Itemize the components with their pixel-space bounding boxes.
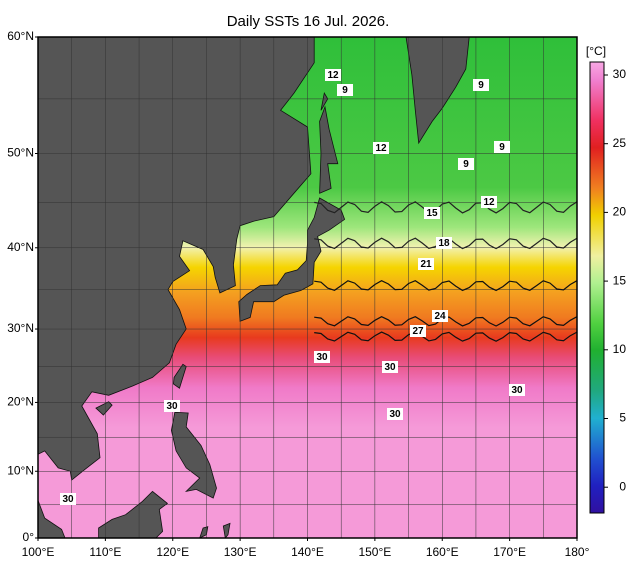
contour-label: 9	[499, 142, 505, 153]
contour-label: 18	[438, 238, 450, 249]
contour-label: 27	[412, 326, 424, 337]
contour-label: 12	[483, 197, 495, 208]
lon-label: 160°E	[426, 545, 459, 559]
landmass	[170, 411, 217, 499]
colorbar-label: 20	[613, 205, 627, 219]
contour-label-box	[509, 384, 525, 396]
contour-label: 30	[316, 352, 328, 363]
contour-label: 9	[342, 85, 348, 96]
lon-label: 120°E	[156, 545, 189, 559]
contour-label: 15	[426, 208, 438, 219]
lon-label: 140°E	[291, 545, 324, 559]
contour-label-box	[382, 361, 398, 373]
contour-label-box	[436, 237, 452, 249]
lat-label: 40°N	[7, 240, 34, 254]
contour-label: 30	[511, 385, 523, 396]
contour-label-box	[325, 69, 341, 81]
colorbar-label: 25	[613, 136, 627, 150]
contour-label-box	[60, 493, 76, 505]
lon-label: 150°E	[358, 545, 391, 559]
contour-label-box	[424, 207, 440, 219]
lat-label: 10°N	[7, 463, 34, 477]
contour-label-box	[164, 400, 180, 412]
contour-label: 9	[478, 80, 484, 91]
lon-label: 180°	[565, 545, 590, 559]
lat-label: 60°N	[7, 29, 34, 43]
colorbar-unit: [°C]	[586, 44, 606, 58]
landmass	[38, 37, 315, 538]
landmass	[95, 401, 113, 416]
contour-label-box	[387, 408, 403, 420]
landmass	[319, 105, 339, 194]
lon-label: 100°E	[22, 545, 55, 559]
colorbar-label: 15	[613, 273, 627, 287]
contour-label-box	[494, 141, 510, 153]
contour-label: 9	[463, 159, 469, 170]
colorbar-label: 30	[613, 67, 627, 81]
colorbar	[589, 61, 605, 514]
lon-label: 130°E	[224, 545, 257, 559]
contour-label-box	[432, 310, 448, 322]
contour-label-box	[373, 142, 389, 154]
contour-label-box	[410, 325, 426, 337]
lat-label: 50°N	[7, 146, 34, 160]
isotherm	[314, 280, 577, 292]
lat-label: 0°	[23, 530, 35, 544]
contour-label: 24	[434, 311, 446, 322]
contour-label: 12	[375, 143, 387, 154]
lat-label: 20°N	[7, 395, 34, 409]
landmass	[98, 490, 169, 538]
lon-label: 110°E	[89, 545, 121, 559]
colorbar-label: 5	[619, 411, 626, 425]
colorbar-label: 10	[613, 342, 627, 356]
landmass	[222, 522, 231, 538]
lon-label: 170°E	[493, 545, 526, 559]
contour-label: 30	[166, 401, 178, 412]
contour-label: 21	[420, 259, 432, 270]
contour-label-box	[458, 158, 474, 170]
contour-label-box	[418, 258, 434, 270]
landmass	[320, 91, 329, 111]
isotherm	[314, 331, 577, 342]
colorbar-label: 0	[619, 479, 626, 493]
map-title: Daily SSTs 16 Jul. 2026.	[227, 13, 390, 30]
contour-label-box	[473, 79, 489, 91]
isotherm	[314, 201, 577, 214]
land-layer	[38, 37, 470, 538]
contour-label: 12	[327, 70, 339, 81]
contour-label-box	[481, 196, 497, 208]
contour-label-box	[337, 84, 353, 96]
contour-label: 30	[389, 409, 401, 420]
contour-label: 30	[62, 494, 74, 505]
landmass	[172, 363, 187, 389]
contour-label: 30	[384, 362, 396, 373]
contour-label-box	[314, 351, 330, 363]
lat-label: 30°N	[7, 321, 34, 335]
graticule	[38, 37, 577, 538]
